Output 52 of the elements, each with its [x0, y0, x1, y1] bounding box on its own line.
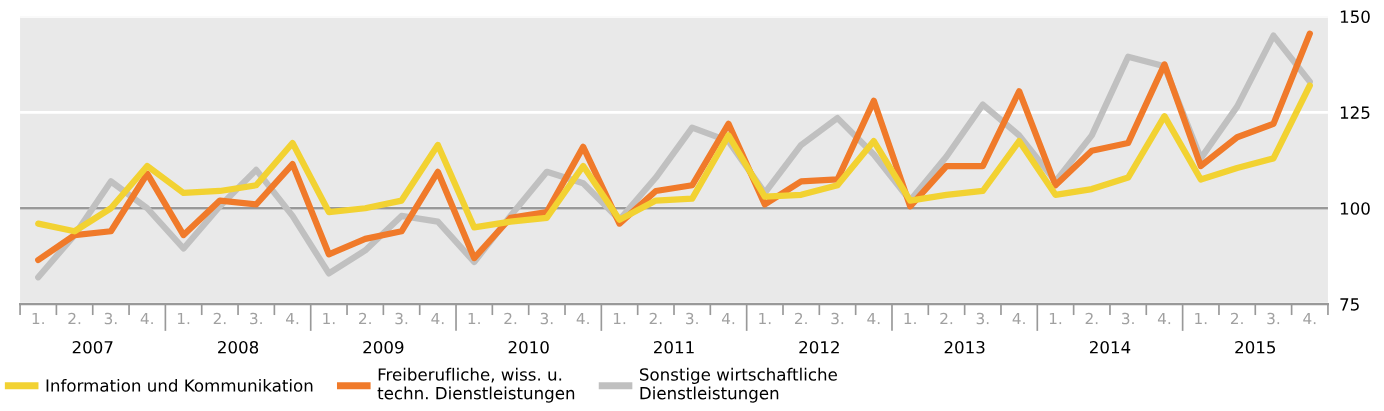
x-tick-label: 3.	[395, 312, 408, 325]
x-tick-label: 3.	[540, 312, 553, 325]
y-tick-label: 75	[1340, 298, 1359, 311]
x-tick-label: 4.	[1303, 312, 1316, 325]
x-tick-label: 2.	[68, 312, 81, 325]
text: 2008	[218, 340, 259, 354]
x-tick-label: 1.	[1195, 312, 1207, 325]
x-tick-label: 3.	[976, 312, 989, 325]
x-tick-label: 1.	[323, 312, 335, 325]
legend-label: Freiberufliche, wiss. u. techn. Dienstleistungen	[377, 367, 575, 403]
x-tick-label: 1.	[759, 312, 771, 325]
x-tick-label: 2.	[213, 312, 226, 325]
x-tick-label: 4.	[867, 312, 880, 325]
x-tick-label: 3.	[686, 312, 698, 325]
text: 2007	[72, 340, 113, 354]
x-tick-label: 2.	[504, 312, 517, 325]
x-tick-label: 2.	[1085, 312, 1098, 325]
x-tick-label: 4.	[721, 312, 735, 325]
x-tick-label: 3.	[250, 312, 262, 325]
x-tick-label: 2.	[359, 312, 371, 325]
text: 2014	[1089, 340, 1131, 354]
y-tick-label: 150	[1340, 10, 1370, 24]
x-tick-label: 4.	[286, 312, 299, 325]
text: 2015	[1235, 340, 1276, 354]
x-tick-label: 4.	[576, 312, 589, 325]
text: 2013	[944, 340, 985, 354]
x-tick-label: 2.	[794, 312, 807, 325]
x-tick-label: 3.	[1267, 312, 1280, 325]
x-tick-label: 4.	[431, 312, 444, 325]
x-tick-label: 1.	[1049, 312, 1062, 325]
text: 2011	[654, 340, 694, 354]
legend-label: Sonstige wirtschaftliche Dienstleistungen	[639, 367, 837, 403]
x-tick-label: 2.	[940, 312, 953, 325]
x-tick-label: 3.	[1122, 312, 1134, 325]
text: 2012	[799, 340, 839, 354]
legend-label: Information und Kommunikation	[46, 378, 313, 392]
x-tick-label: 1.	[904, 312, 916, 325]
x-tick-label: 1.	[177, 312, 190, 325]
text: 2009	[363, 340, 404, 354]
x-tick-label: 1.	[468, 312, 480, 325]
y-tick-label: 125	[1340, 106, 1370, 119]
y-tick-label: 100	[1340, 202, 1370, 215]
x-tick-label: 1.	[613, 312, 626, 325]
x-tick-label: 3.	[831, 312, 844, 325]
x-tick-label: 4.	[140, 312, 153, 325]
x-tick-label: 1.	[32, 312, 44, 325]
x-tick-label: 2.	[649, 312, 662, 325]
text: 2010	[508, 340, 549, 354]
x-tick-label: 2.	[1230, 312, 1243, 325]
x-tick-label: 4.	[1157, 312, 1171, 325]
x-tick-label: 4.	[1012, 312, 1025, 325]
x-tick-label: 3.	[104, 312, 117, 325]
